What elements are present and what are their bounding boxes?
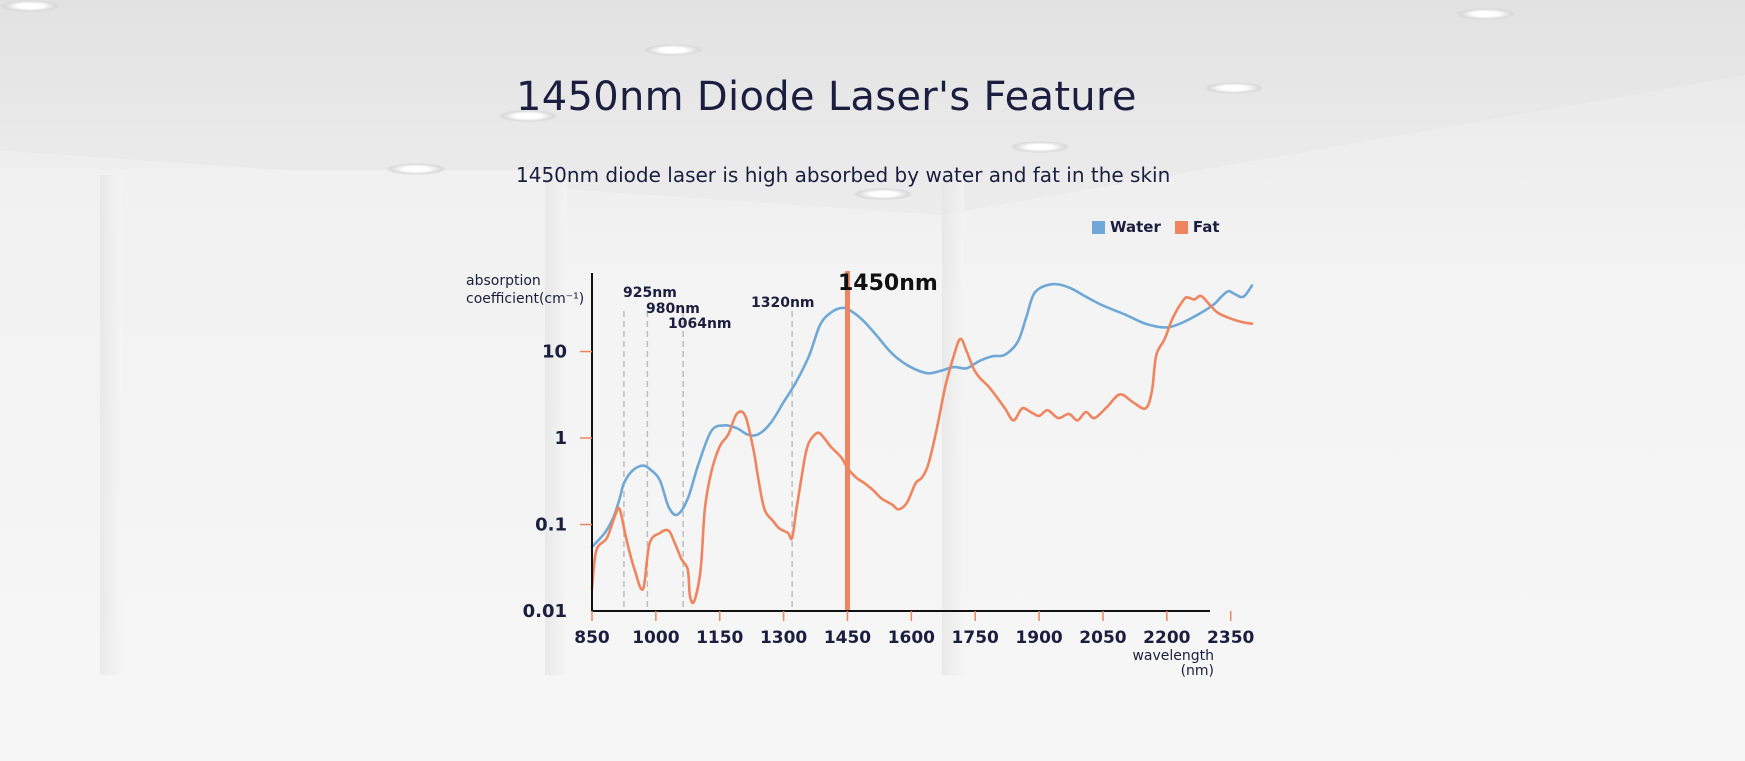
legend-swatch-fat (1174, 220, 1188, 234)
ceiling-light (498, 110, 558, 122)
x-tick-label: 1750 (952, 628, 999, 648)
ceiling-light (1010, 141, 1070, 153)
x-tick-label: 1000 (632, 628, 679, 648)
ceiling-light (1456, 8, 1516, 20)
highlight-label: 1450nm (838, 271, 938, 296)
legend-label-water: Water (1110, 218, 1161, 236)
legend-swatch-water (1092, 220, 1105, 234)
x-tick-label: 850 (574, 628, 610, 648)
chart-legend: Water Fat (1092, 218, 1220, 236)
room-pillar (545, 175, 567, 675)
x-tick-label: 2050 (1079, 628, 1126, 648)
x-axis-label-line: wavelength (1132, 648, 1214, 664)
x-axis-label: wavelength (nm) (1110, 649, 1214, 679)
reference-line-label: 980nm (646, 301, 700, 317)
room-pillar (942, 175, 964, 675)
ceiling-light (0, 0, 60, 12)
reference-line-label: 1064nm (668, 316, 732, 332)
y-tick-label: 10 (542, 342, 567, 363)
ceiling-light (1204, 82, 1264, 94)
x-axis-label-line: (nm) (1180, 663, 1214, 679)
y-axis-label-line: coefficient(cm⁻¹) (466, 291, 585, 307)
y-axis-label-line: absorption (466, 273, 541, 289)
reference-line-label: 1320nm (751, 295, 815, 311)
y-axis-label: absorption coefficient(cm⁻¹) (466, 272, 584, 308)
y-tick-label: 0.1 (535, 515, 567, 536)
legend-item-water: Water (1092, 218, 1161, 236)
y-tick-label: 1 (554, 428, 567, 449)
page-subtitle: 1450nm diode laser is high absorbed by w… (516, 163, 1171, 187)
x-tick-label: 1450 (824, 628, 871, 648)
x-tick-label: 1600 (888, 628, 935, 648)
x-tick-label: 1900 (1015, 628, 1062, 648)
x-tick-label: 2350 (1207, 628, 1254, 648)
y-tick-label: 0.01 (523, 601, 567, 622)
legend-item-fat: Fat (1174, 218, 1220, 236)
legend-label-fat: Fat (1192, 218, 1220, 236)
page-title: 1450nm Diode Laser's Feature (516, 74, 1137, 120)
series-line-fat (590, 294, 1254, 605)
x-tick-label: 1150 (696, 628, 743, 648)
series-line-water (590, 282, 1254, 549)
x-tick-label: 2200 (1143, 628, 1190, 648)
ceiling-light (386, 163, 446, 175)
room-pillar (100, 175, 122, 675)
ceiling-light (853, 188, 913, 200)
reference-line-label: 925nm (623, 285, 677, 301)
ceiling-light (643, 44, 703, 56)
x-tick-label: 1300 (760, 628, 807, 648)
room-wall (0, 170, 560, 761)
